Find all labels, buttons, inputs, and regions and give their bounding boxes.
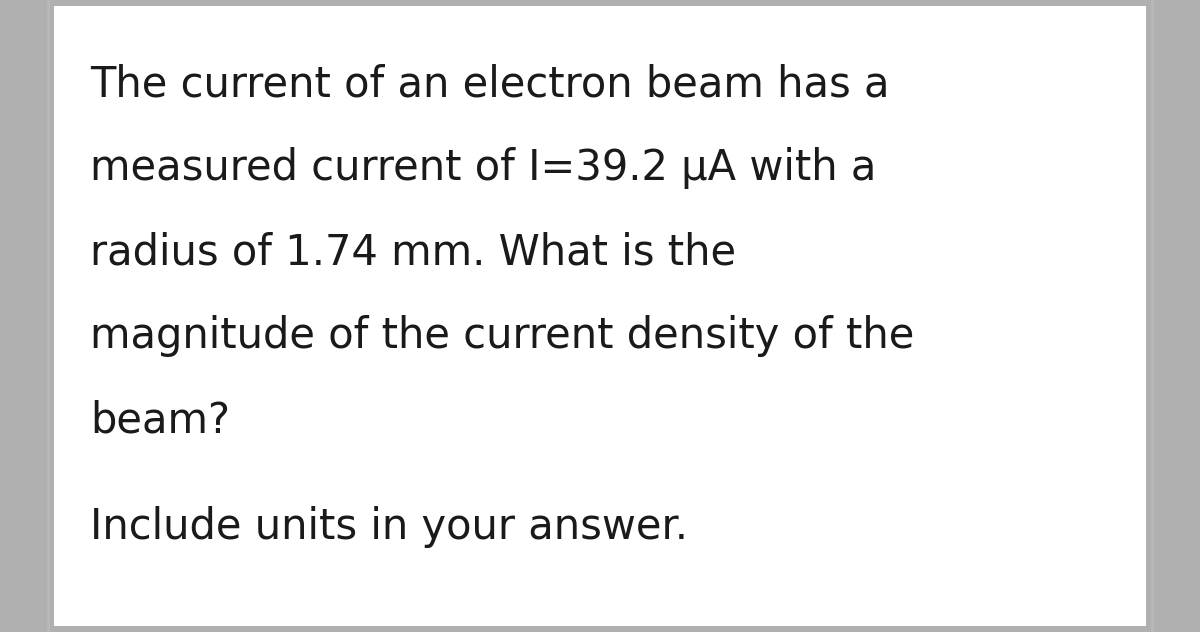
- FancyBboxPatch shape: [54, 6, 1146, 626]
- Text: radius of 1.74 mm. What is the: radius of 1.74 mm. What is the: [90, 231, 736, 273]
- Text: Include units in your answer.: Include units in your answer.: [90, 506, 688, 547]
- Text: measured current of I=39.2 μA with a: measured current of I=39.2 μA with a: [90, 147, 876, 189]
- Text: The current of an electron beam has a: The current of an electron beam has a: [90, 63, 889, 105]
- Text: magnitude of the current density of the: magnitude of the current density of the: [90, 315, 914, 357]
- Text: beam?: beam?: [90, 399, 230, 441]
